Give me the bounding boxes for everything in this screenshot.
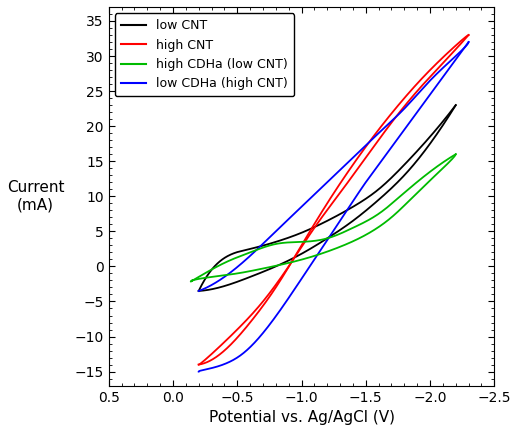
Legend: low CNT, high CNT, high CDHa (low CNT), low CDHa (high CNT): low CNT, high CNT, high CDHa (low CNT), …	[115, 13, 294, 96]
X-axis label: Potential vs. Ag/AgCl (V): Potential vs. Ag/AgCl (V)	[209, 410, 395, 425]
Y-axis label: Current
(mA): Current (mA)	[7, 180, 64, 213]
